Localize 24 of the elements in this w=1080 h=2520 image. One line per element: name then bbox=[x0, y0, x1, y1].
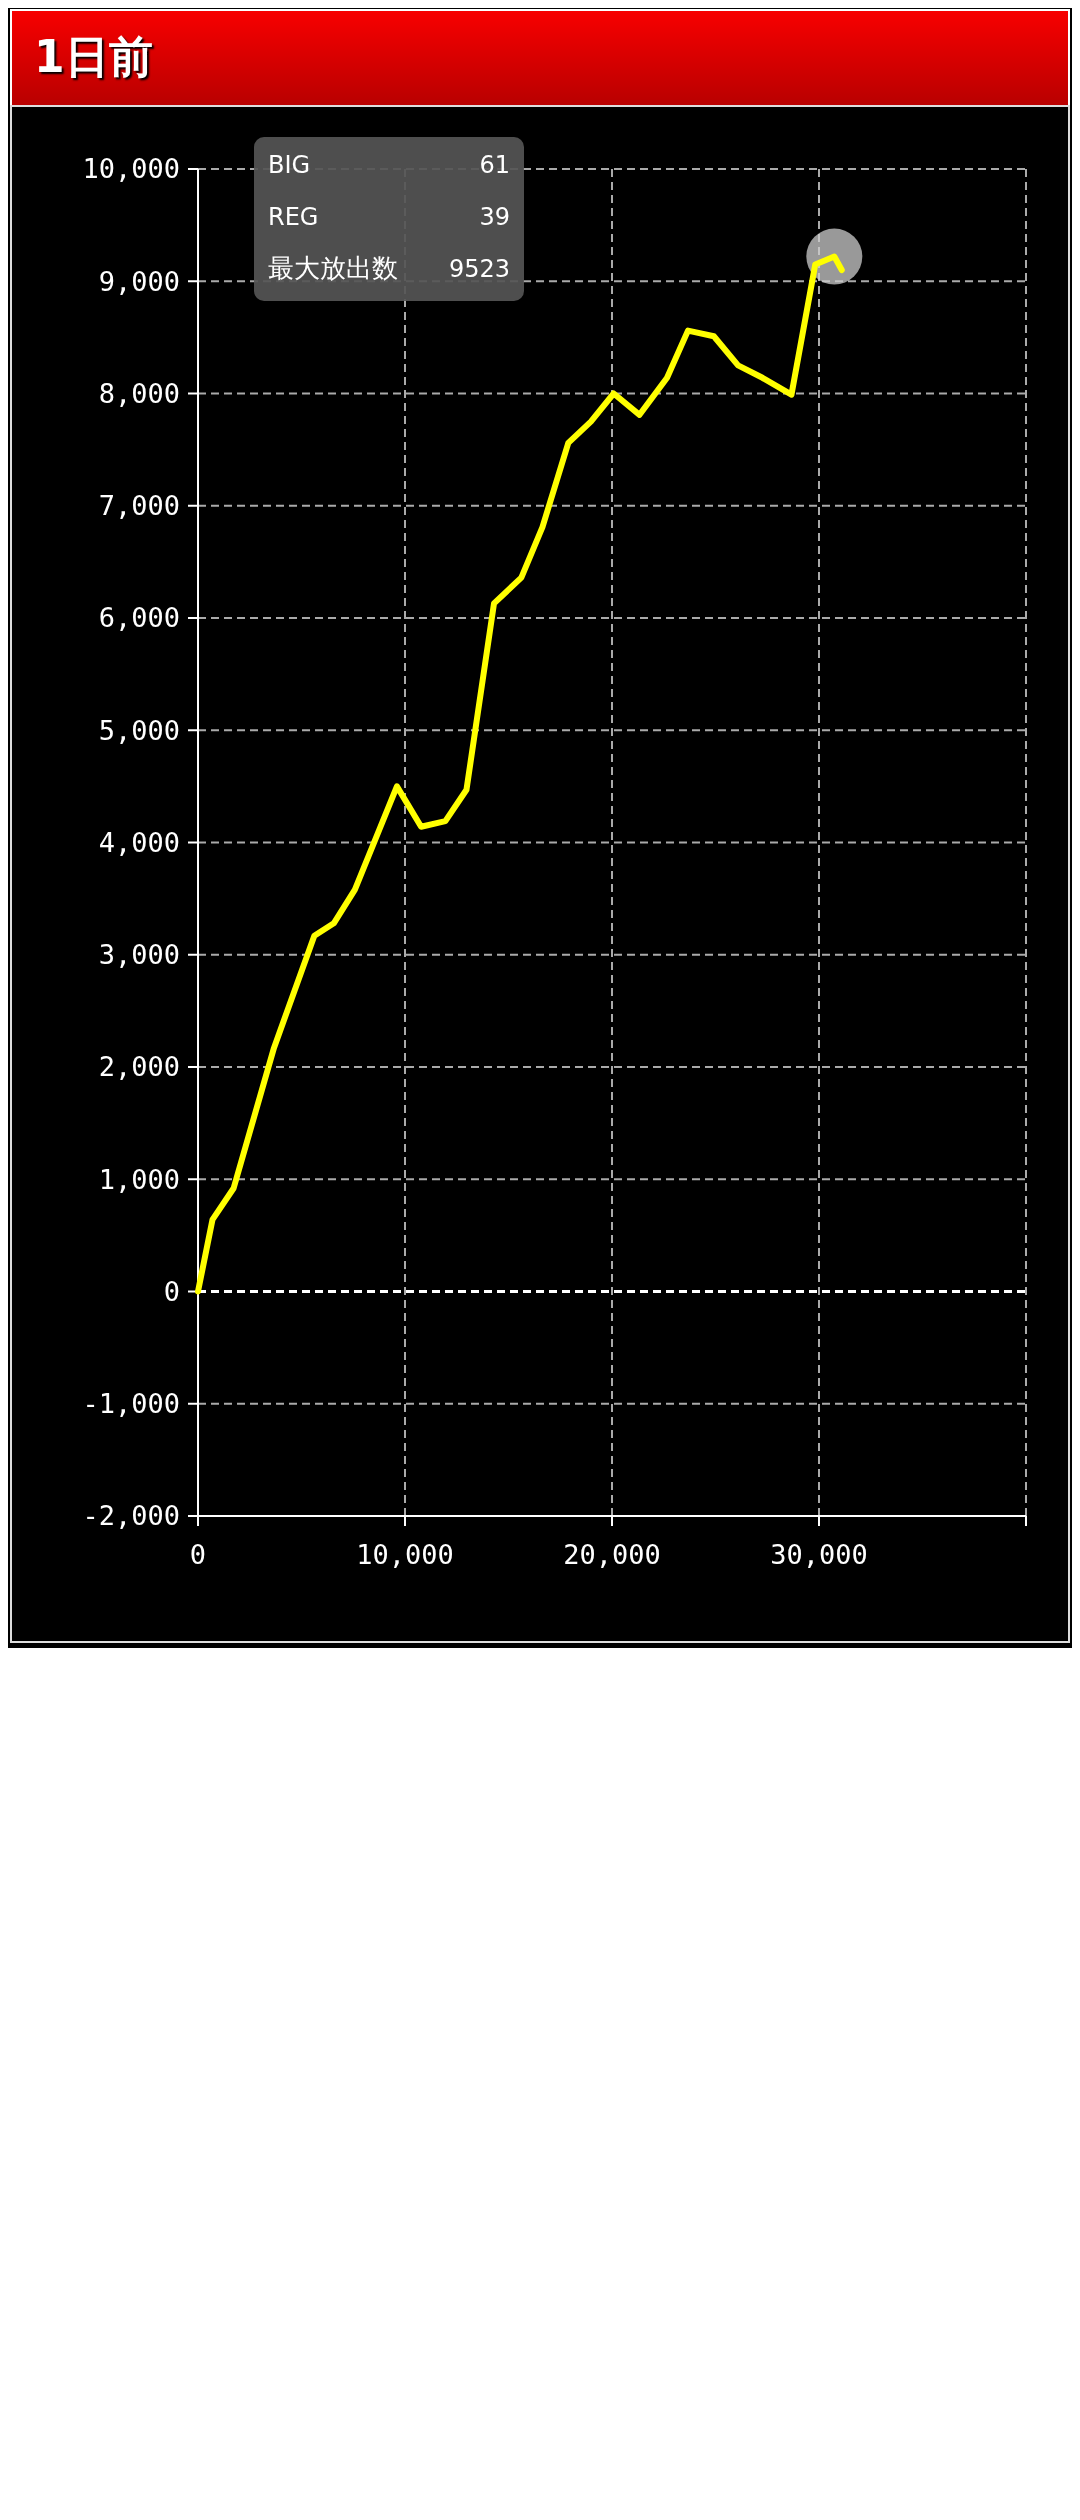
y-tick-label: 1,000 bbox=[98, 1163, 180, 1195]
x-tick-label: 0 bbox=[189, 1539, 207, 1570]
x-tick-label: 30,000 bbox=[770, 1539, 868, 1570]
y-tick-label: 4,000 bbox=[98, 826, 180, 858]
y-tick-label: 7,000 bbox=[98, 490, 180, 522]
annotation: 最大放出数 bbox=[268, 253, 398, 283]
y-tick-label: 3,000 bbox=[98, 939, 180, 971]
annotation: 61 bbox=[479, 151, 510, 179]
annotation: REG bbox=[268, 203, 319, 231]
y-tick-label: -1,000 bbox=[82, 1388, 180, 1420]
y-tick-label: 8,000 bbox=[98, 377, 180, 409]
y-tick-label: 10,000 bbox=[82, 153, 180, 185]
y-tick-label: 2,000 bbox=[98, 1051, 180, 1083]
y-tick-label: 5,000 bbox=[98, 714, 180, 746]
y-tick-label: 0 bbox=[163, 1275, 180, 1307]
annotation: 9523 bbox=[448, 255, 510, 283]
y-tick-label: -2,000 bbox=[82, 1500, 180, 1532]
y-tick-label: 6,000 bbox=[98, 602, 180, 634]
chart-title: 1日前 bbox=[34, 31, 153, 82]
y-tick-label: 9,000 bbox=[98, 265, 180, 297]
annotation: BIG bbox=[268, 151, 311, 179]
x-tick-label: 20,000 bbox=[563, 1539, 661, 1570]
x-tick-label: 10,000 bbox=[356, 1539, 454, 1570]
annotation: 39 bbox=[479, 203, 510, 231]
